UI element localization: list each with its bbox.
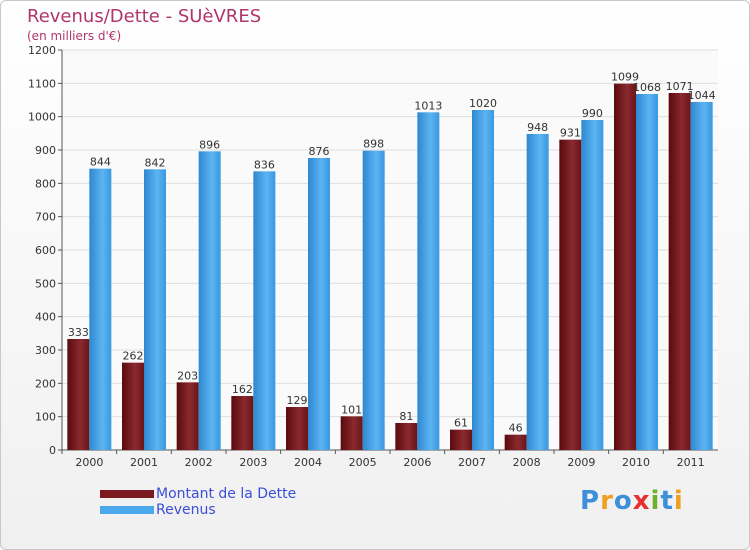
y-tick-label: 800: [35, 177, 56, 190]
data-label-revenue: 844: [90, 156, 111, 169]
chart-subtitle: (en milliers d'€): [27, 29, 122, 43]
bar-debt: [176, 382, 199, 450]
data-label-debt: 129: [287, 394, 308, 407]
bar-revenue: [472, 110, 494, 450]
x-tick-label: 2007: [458, 456, 486, 469]
data-label-debt: 203: [177, 369, 198, 382]
bar-revenue: [526, 134, 549, 450]
x-tick-label: 2003: [239, 456, 267, 469]
bar-revenue: [198, 151, 221, 451]
x-tick-label: 2004: [294, 456, 322, 469]
y-tick-label: 300: [35, 344, 56, 357]
x-tick-label: 2002: [185, 456, 213, 469]
y-tick-label: 400: [35, 311, 56, 324]
legend-swatch-revenue: [100, 506, 154, 514]
data-label-debt: 162: [232, 383, 253, 396]
data-label-revenue: 896: [199, 138, 220, 151]
logo-letter: x: [632, 486, 651, 516]
bar-revenue: [362, 150, 385, 450]
logo-letter: P: [580, 486, 601, 516]
legend-swatch-debt: [100, 490, 154, 498]
data-label-debt: 1099: [611, 71, 639, 84]
chart-title: Revenus/Dette - SUèVRES: [27, 6, 262, 27]
legend-item-debt: Montant de la Dette: [100, 486, 296, 502]
data-label-revenue: 1044: [688, 89, 716, 102]
logo-letter: i: [650, 486, 661, 516]
y-tick-label: 200: [35, 377, 56, 390]
logo-letter: r: [600, 486, 614, 516]
bar-debt: [668, 93, 691, 450]
logo-letter: t: [660, 486, 674, 516]
y-tick-label: 900: [35, 144, 56, 157]
x-tick-label: 2009: [567, 456, 595, 469]
data-label-revenue: 948: [527, 121, 548, 134]
y-tick-label: 1100: [28, 77, 56, 90]
bar-revenue: [253, 171, 276, 451]
data-label-revenue: 1020: [469, 97, 497, 110]
data-label-debt: 81: [399, 410, 413, 423]
data-label-revenue: 842: [145, 156, 166, 169]
logo-letter: i: [673, 486, 684, 516]
x-tick-label: 2000: [75, 456, 103, 469]
y-tick-label: 1000: [28, 111, 56, 124]
y-tick-label: 1200: [28, 44, 56, 57]
bar-debt: [67, 339, 90, 450]
x-tick-label: 2010: [622, 456, 650, 469]
bar-revenue: [89, 168, 112, 450]
bar-revenue: [308, 158, 330, 450]
x-tick-label: 2005: [349, 456, 377, 469]
x-tick-label: 2001: [130, 456, 158, 469]
legend: Montant de la Dette Revenus: [100, 486, 296, 518]
x-tick-label: 2006: [403, 456, 431, 469]
data-label-debt: 333: [68, 326, 89, 339]
bar-revenue: [144, 169, 166, 451]
bar-debt: [340, 416, 363, 450]
bar-debt: [122, 362, 144, 450]
bar-revenue: [636, 94, 658, 450]
bar-revenue: [417, 112, 440, 450]
bar-debt: [286, 407, 308, 450]
bar-debt: [450, 429, 472, 450]
x-tick-label: 2008: [513, 456, 541, 469]
legend-label-revenue: Revenus: [156, 502, 216, 518]
bar-debt: [559, 139, 582, 450]
data-label-revenue: 1068: [633, 81, 661, 94]
y-tick-label: 600: [35, 244, 56, 257]
y-tick-label: 700: [35, 211, 56, 224]
data-label-revenue: 836: [254, 158, 275, 171]
data-label-debt: 101: [341, 403, 362, 416]
proxiti-logo: Proxiti: [580, 486, 684, 516]
legend-item-revenue: Revenus: [100, 502, 296, 518]
y-tick-label: 500: [35, 277, 56, 290]
bar-revenue: [581, 120, 604, 450]
data-label-debt: 262: [123, 350, 144, 363]
logo-letter: o: [613, 486, 633, 516]
bar-debt: [614, 83, 636, 451]
x-tick-label: 2011: [677, 456, 705, 469]
data-label-revenue: 990: [582, 107, 603, 120]
data-label-debt: 1071: [666, 80, 694, 93]
data-label-debt: 931: [560, 127, 581, 140]
bar-debt: [395, 423, 418, 450]
data-label-revenue: 898: [363, 138, 384, 151]
data-label-revenue: 1013: [414, 99, 442, 112]
data-label-debt: 61: [454, 417, 468, 430]
bar-revenue: [690, 102, 713, 450]
y-tick-label: 0: [49, 444, 56, 457]
bar-debt: [504, 434, 527, 450]
data-label-revenue: 876: [309, 145, 330, 158]
legend-label-debt: Montant de la Dette: [156, 486, 297, 502]
y-tick-label: 100: [35, 411, 56, 424]
bar-debt: [231, 396, 254, 450]
data-label-debt: 46: [509, 422, 523, 435]
